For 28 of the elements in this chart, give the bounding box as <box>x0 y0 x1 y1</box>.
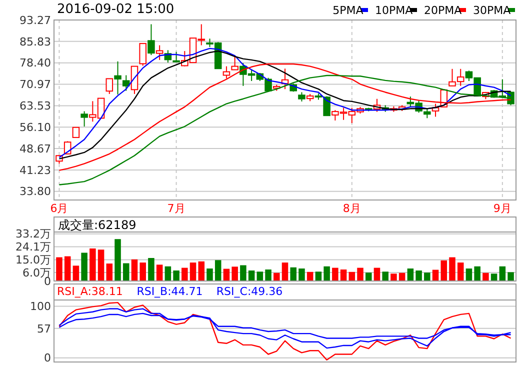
y-tick-label: 33.80 <box>20 185 51 198</box>
y-tick-label: 0 <box>44 352 51 365</box>
legend-label: 5PMA <box>332 4 364 17</box>
legend-label: 20PMA <box>424 4 462 17</box>
x-tick-label: 7月 <box>167 202 186 215</box>
y-tick-label: 24.1万 <box>16 240 51 254</box>
chart-title: 2016-09-02 15:00 <box>57 2 174 17</box>
x-tick-label: 9月 <box>493 202 512 215</box>
y-tick-label: 41.23 <box>20 164 51 177</box>
legend-label: 30PMA <box>473 4 512 17</box>
y-tick-label: 93.27 <box>20 14 51 27</box>
x-tick-label: 8月 <box>342 202 361 215</box>
y-tick-label: 57 <box>37 322 51 336</box>
y-tick-label: 63.53 <box>20 100 51 113</box>
y-tick-label: 100 <box>30 300 51 314</box>
series-label: RSI_A:38.11 <box>57 285 123 298</box>
y-tick-label: 70.97 <box>20 78 51 92</box>
text: RSI_C:49.36 <box>216 285 283 298</box>
y-tick-label: 15.0万 <box>16 254 51 267</box>
series-label: RSI_B:44.71 <box>136 285 203 298</box>
legend-label: 10PMA <box>375 4 414 17</box>
y-tick-label: 33.2万 <box>16 228 51 241</box>
x-tick-label: 6月 <box>50 202 68 215</box>
y-tick-label: 78.40 <box>20 56 51 70</box>
y-tick-label: 48.67 <box>20 142 51 156</box>
chart-title: 成交量:62189 <box>58 218 136 232</box>
y-tick-label: 85.83 <box>20 35 51 48</box>
y-tick-label: 56.10 <box>20 120 51 134</box>
